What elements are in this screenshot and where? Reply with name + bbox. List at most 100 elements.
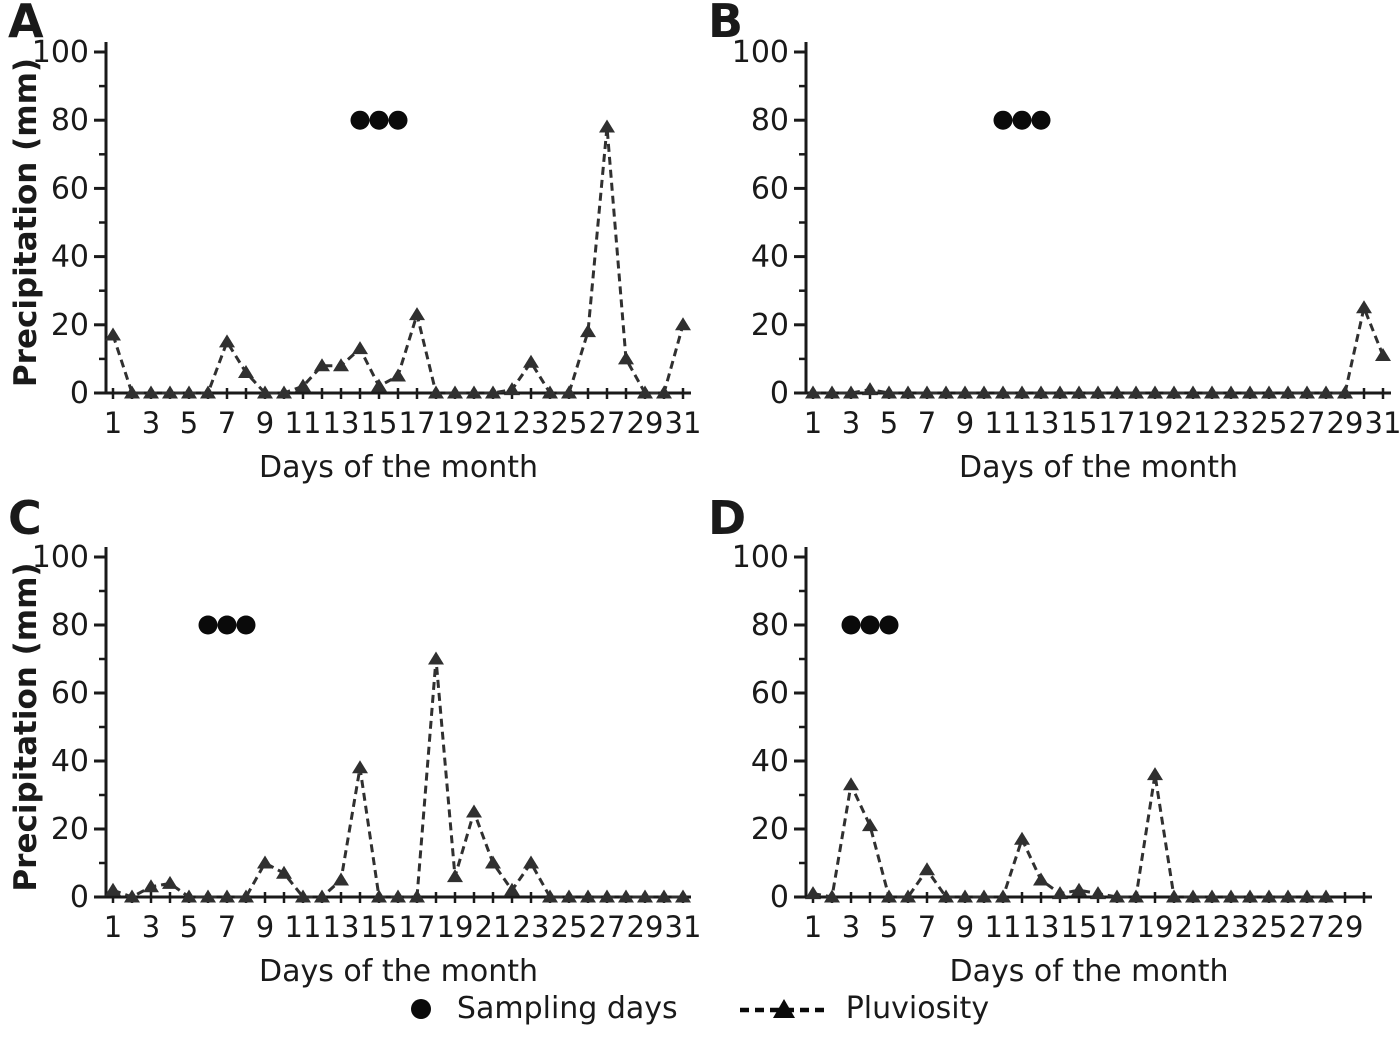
sampling-day-dot xyxy=(1031,110,1051,130)
pluviosity-line xyxy=(112,658,683,899)
pluviosity-marker xyxy=(675,317,691,331)
x-tick-label: 17 xyxy=(1099,406,1136,440)
pluviosity-marker xyxy=(1185,385,1201,399)
x-tick-label: 15 xyxy=(361,406,398,440)
x-tick-label: 23 xyxy=(513,910,550,944)
pluviosity-marker xyxy=(523,354,539,368)
pluviosity-marker xyxy=(1242,889,1258,903)
pluviosity-marker xyxy=(580,889,596,903)
pluviosity-marker xyxy=(919,385,935,399)
x-tick-label: 7 xyxy=(918,406,936,440)
x-tick-label: 1 xyxy=(104,406,122,440)
x-tick-label: 25 xyxy=(1251,406,1288,440)
y-tick-label: 60 xyxy=(51,676,89,711)
x-ticks: 1 3 5 7 9 11 13 15 17 19 21 23 25 27 29 xyxy=(804,892,1366,944)
x-tick-label: 3 xyxy=(842,910,860,944)
pluviosity-marker xyxy=(1166,385,1182,399)
pluviosity-marker xyxy=(1090,385,1106,399)
pluviosity-marker xyxy=(124,889,140,903)
pluviosity-marker xyxy=(1375,347,1391,361)
pluviosity-marker xyxy=(881,889,897,903)
y-ticks: 0 20 40 60 80 100 xyxy=(32,35,106,411)
pluviosity-marker xyxy=(1318,889,1334,903)
x-axis-title: Days of the month xyxy=(259,450,538,485)
pluviosity-marker xyxy=(561,889,577,903)
pluviosity-marker xyxy=(1299,889,1315,903)
pluviosity-marker xyxy=(580,324,596,338)
x-tick-label: 29 xyxy=(627,406,664,440)
sampling-day-dot xyxy=(369,110,389,130)
x-tick-label: 29 xyxy=(1327,910,1364,944)
x-tick-label: 11 xyxy=(285,910,322,944)
x-tick-label: 9 xyxy=(956,406,974,440)
sampling-day-dot xyxy=(841,615,861,635)
x-tick-label: 17 xyxy=(399,910,436,944)
pluviosity-marker xyxy=(1185,889,1201,903)
sampling-day-dot xyxy=(217,615,237,635)
y-tick-label: 100 xyxy=(32,540,89,575)
x-tick-label: 13 xyxy=(1023,406,1060,440)
pluviosity-marker xyxy=(1204,385,1220,399)
y-tick-label: 40 xyxy=(751,240,789,275)
pluviosity-marker xyxy=(105,882,121,896)
x-tick-label: 27 xyxy=(1289,910,1326,944)
panel-d: D 0 20 40 60 80 100 1 3 5 7 9 11 13 15 17 19 21 23 25 27 29 D… xyxy=(700,491,1400,1047)
pluviosity-marker xyxy=(1242,385,1258,399)
pluviosity-marker xyxy=(995,385,1011,399)
y-tick-label: 40 xyxy=(751,744,789,779)
x-axis-title: Days of the month xyxy=(259,954,538,989)
y-tick-label: 0 xyxy=(70,880,89,915)
y-tick-label: 40 xyxy=(51,240,89,275)
pluviosity-marker xyxy=(1128,385,1144,399)
pluviosity-marker xyxy=(995,889,1011,903)
x-tick-label: 5 xyxy=(880,406,898,440)
pluviosity-marker xyxy=(105,327,121,341)
panel-c-letter: C xyxy=(8,491,43,545)
pluviosity-marker xyxy=(143,879,159,893)
pluviosity-marker xyxy=(181,889,197,903)
x-tick-label: 5 xyxy=(880,910,898,944)
pluviosity-line xyxy=(111,126,685,395)
sampling-days-dot-icon xyxy=(410,998,431,1019)
y-ticks: 0 20 40 60 80 100 xyxy=(732,35,806,411)
pluviosity-marker xyxy=(1318,385,1334,399)
pluviosity-marker xyxy=(900,385,916,399)
pluviosity-line xyxy=(813,302,1385,395)
pluviosity-marker xyxy=(656,889,672,903)
y-ticks: 0 20 40 60 80 100 xyxy=(732,540,806,915)
pluviosity-marker xyxy=(1147,767,1163,781)
pluviosity-marker xyxy=(143,385,159,399)
x-tick-label: 27 xyxy=(589,406,626,440)
x-tick-label: 13 xyxy=(323,910,360,944)
pluviosity-marker xyxy=(390,368,406,382)
x-tick-label: 9 xyxy=(256,910,274,944)
pluviosity-marker xyxy=(485,385,501,399)
pluviosity-marker xyxy=(409,307,425,321)
pluviosity-marker xyxy=(352,341,368,355)
pluviosity-marker xyxy=(200,385,216,399)
x-tick-label: 25 xyxy=(551,910,588,944)
pluviosity-marker xyxy=(1033,385,1049,399)
y-tick-label: 0 xyxy=(70,376,89,411)
pluviosity-marker xyxy=(919,862,935,876)
pluviosity-marker xyxy=(1280,385,1296,399)
pluviosity-marker xyxy=(390,889,406,903)
y-axis-title: Precipitation (mm) xyxy=(8,562,44,891)
x-tick-label: 25 xyxy=(1251,910,1288,944)
pluviosity-marker xyxy=(504,382,520,396)
x-tick-label: 29 xyxy=(627,910,664,944)
pluviosity-marker xyxy=(1014,831,1030,845)
pluviosity-marker xyxy=(1109,889,1125,903)
pluviosity-markers xyxy=(805,300,1391,399)
x-axis-title: Days of the month xyxy=(950,954,1229,989)
y-tick-label: 100 xyxy=(732,540,789,575)
panel-d-letter: D xyxy=(708,491,748,545)
sampling-days-dots xyxy=(198,615,256,635)
x-tick-label: 23 xyxy=(513,406,550,440)
pluviosity-marker xyxy=(504,882,520,896)
x-tick-label: 1 xyxy=(804,910,822,944)
pluviosity-marker xyxy=(371,889,387,903)
panel-b: B 0 20 40 60 80 100 1 3 5 7 9 11 13 15 17 19 21 23 25 27 29 3… xyxy=(700,0,1400,497)
pluviosity-marker xyxy=(1090,886,1106,900)
x-tick-label: 15 xyxy=(361,910,398,944)
